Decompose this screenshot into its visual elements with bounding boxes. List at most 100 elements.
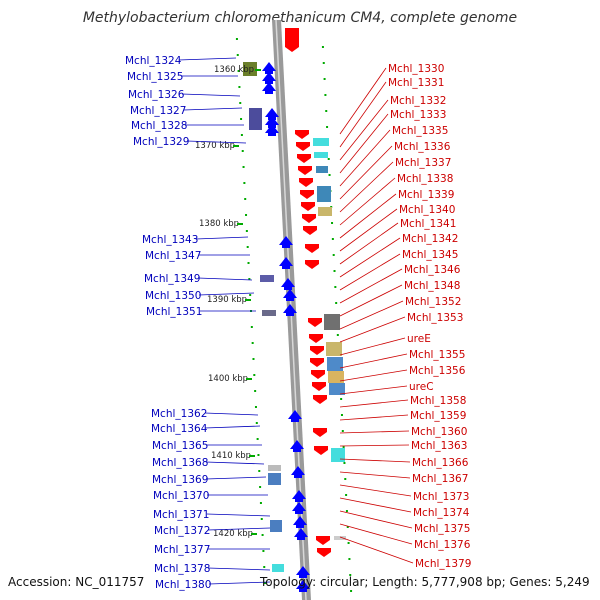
reverse-gene-arrow — [299, 178, 313, 187]
reverse-gene-arrow — [314, 446, 328, 455]
forward-gene-label: Mchl_1369 — [152, 474, 208, 486]
forward-leader-line — [207, 567, 271, 571]
tick-mark — [233, 145, 239, 147]
rail-dot — [249, 294, 252, 296]
tick-label: 1380 kbp — [199, 219, 239, 229]
rail-dot — [257, 454, 260, 456]
gene-block — [314, 152, 328, 158]
forward-gene-arrow — [283, 304, 297, 316]
gene-block — [268, 465, 281, 471]
reverse-gene-label: Mchl_1342 — [402, 233, 458, 245]
reverse-leader-line — [339, 99, 389, 161]
reverse-gene-label: Mchl_1353 — [407, 312, 463, 324]
reverse-leader-line — [339, 497, 412, 513]
rail-dot — [336, 334, 339, 336]
rail-dot — [333, 270, 336, 272]
tick-mark — [237, 223, 243, 225]
forward-leader-line — [178, 57, 237, 61]
tick-label: 1400 kbp — [208, 374, 248, 384]
reverse-gene-label: Mchl_1363 — [411, 440, 467, 452]
rail-dot — [250, 326, 253, 328]
gene-block — [262, 310, 276, 316]
forward-gene-arrow — [296, 566, 310, 578]
forward-gene-arrow — [265, 108, 279, 120]
reverse-leader-line — [339, 222, 399, 265]
forward-leader-line — [207, 527, 271, 531]
rail-dot — [323, 78, 326, 80]
gene-block — [270, 520, 282, 532]
gene-block — [316, 166, 328, 173]
rail-dot — [263, 566, 266, 568]
reverse-gene-label: Mchl_1336 — [394, 141, 451, 153]
forward-gene-label: Mchl_1362 — [151, 408, 207, 420]
reverse-gene-arrow — [305, 244, 319, 253]
reverse-gene-label: Mchl_1348 — [404, 280, 460, 292]
reverse-gene-arrow — [313, 428, 327, 437]
rail-dot — [260, 518, 263, 520]
forward-gene-arrow — [279, 257, 293, 269]
rail-dot — [262, 550, 265, 552]
rail-dot — [239, 102, 242, 104]
reverse-leader-line — [339, 458, 411, 463]
reverse-gene-arrow — [310, 346, 324, 355]
forward-leader-line — [205, 461, 265, 465]
reverse-gene-label: Mchl_1352 — [405, 296, 461, 308]
reverse-gene-label: Mchl_1331 — [388, 77, 444, 89]
gene-block — [318, 207, 332, 216]
reverse-gene-label: Mchl_1338 — [397, 173, 453, 185]
rail-dot — [344, 478, 347, 480]
forward-gene-arrow — [296, 580, 310, 592]
reverse-gene-label: Mchl_1335 — [392, 125, 448, 137]
forward-leader-line — [205, 476, 267, 480]
reverse-gene-label: Mchl_1373 — [413, 491, 469, 503]
rail-dot — [327, 158, 330, 160]
reverse-gene-arrow — [313, 395, 327, 404]
tick-mark — [246, 378, 252, 380]
forward-gene-label: Mchl_1372 — [154, 525, 210, 537]
reverse-gene-arrow — [317, 548, 331, 557]
reverse-leader-line — [339, 113, 389, 174]
reverse-leader-line — [339, 145, 393, 200]
rail-dot — [343, 462, 346, 464]
reverse-gene-arrow — [310, 358, 324, 367]
reverse-gene-arrow — [309, 334, 323, 343]
rail-dot — [259, 502, 262, 504]
reverse-leader-line — [339, 471, 411, 479]
reverse-leader-line — [339, 253, 401, 291]
reverse-gene-label: Mchl_1374 — [413, 507, 470, 519]
reverse-leader-line — [339, 430, 410, 434]
reverse-leader-line — [339, 536, 414, 564]
rail-dot — [345, 494, 348, 496]
forward-leader-line — [197, 277, 253, 281]
reverse-leader-line — [339, 129, 391, 187]
rail-dot — [348, 558, 351, 560]
reverse-gene-arrow — [312, 382, 326, 391]
rail-dot — [331, 222, 334, 224]
gene-block — [249, 108, 262, 130]
forward-gene-label: Mchl_1329 — [133, 136, 189, 148]
rail-dot — [247, 262, 250, 264]
rail-dot — [248, 278, 251, 280]
kbp-ticks: 1360 kbp 1370 kbp 1380 kbp 1390 kbp 1400 kbp… — [195, 65, 261, 539]
rail-dot — [252, 358, 255, 360]
rail-dot — [331, 238, 334, 240]
rail-dot — [237, 70, 240, 72]
forward-gene-label: Mchl_1370 — [153, 490, 209, 502]
reverse-gene-label: Mchl_1356 — [409, 365, 466, 377]
forward-gene-label: Mchl_1371 — [153, 509, 209, 521]
reverse-leader-line — [339, 484, 412, 497]
reverse-gene-arrow — [295, 130, 309, 139]
rail-dot — [245, 230, 248, 232]
rail-dot — [242, 166, 245, 168]
forward-gene-arrow — [283, 289, 297, 301]
rail-dot — [243, 182, 246, 184]
forward-gene-arrow — [262, 72, 276, 84]
gene-block — [317, 186, 331, 202]
forward-gene-arrow — [294, 528, 308, 540]
reverse-leader-line — [339, 353, 408, 369]
gene-block — [324, 314, 340, 330]
rail-dot — [350, 590, 353, 592]
rail-dot — [258, 470, 261, 472]
rail-dot — [254, 406, 257, 408]
